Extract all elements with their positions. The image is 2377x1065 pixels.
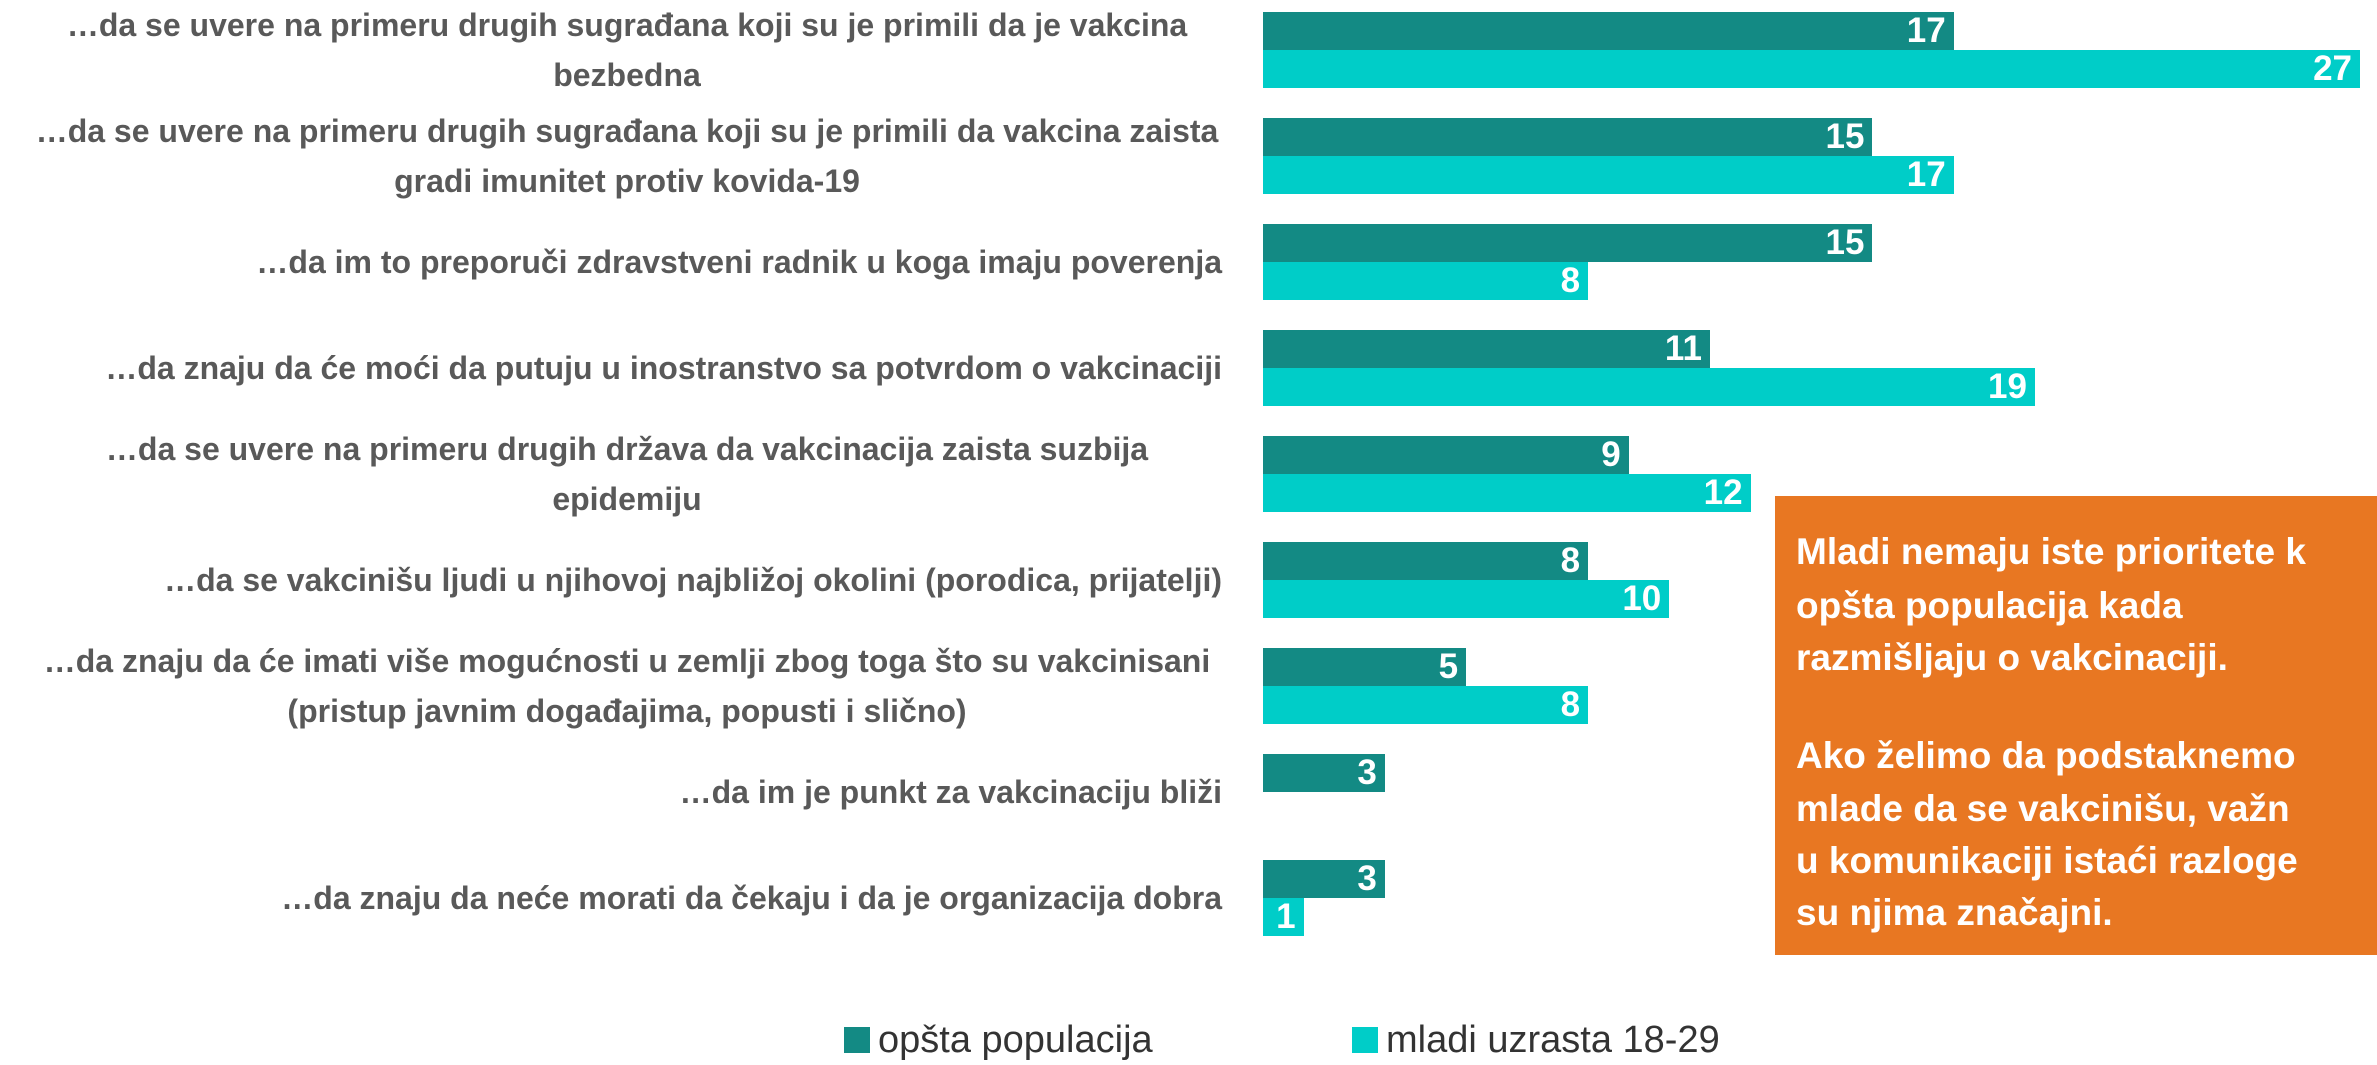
value-label: 3 <box>1357 753 1377 792</box>
legend-label: mladi uzrasta 18-29 <box>1386 1019 1720 1061</box>
annotation-text: Mladi nemaju iste prioritete k <box>1796 531 2306 572</box>
bar <box>1263 436 1629 474</box>
category-label: …da se uvere na primeru drugih sugrađana… <box>35 113 1219 199</box>
category-label: …da im to preporuči zdravstveni radnik u… <box>256 244 1222 280</box>
bar <box>1263 542 1589 580</box>
bar <box>1263 754 1385 792</box>
value-label: 12 <box>1703 473 1743 512</box>
value-label: 15 <box>1825 223 1865 262</box>
legend-swatch <box>844 1027 870 1053</box>
category-label: …da se vakcinišu ljudi u njihovoj najbli… <box>164 562 1222 598</box>
value-label: 11 <box>1664 329 1702 368</box>
category-label: …da se uvere na primeru drugih sugrađana… <box>66 7 1188 93</box>
bar <box>1263 368 2035 406</box>
value-label: 15 <box>1825 117 1865 156</box>
category-label: …da im je punkt za vakcinaciju bliži <box>679 774 1222 810</box>
bar <box>1263 118 1873 156</box>
bar <box>1263 898 1304 936</box>
bar <box>1263 12 1954 50</box>
annotation-text: razmišljaju o vakcinaciji. <box>1796 637 2228 678</box>
value-label: 27 <box>2313 49 2352 88</box>
category-label: …da znaju da neće morati da čekaju i da … <box>281 880 1222 916</box>
category-label: …da znaju da će imati više mogućnosti u … <box>43 643 1211 729</box>
bar <box>1263 648 1467 686</box>
bar <box>1263 262 1589 300</box>
value-label: 10 <box>1622 579 1662 618</box>
annotation-box: Mladi nemaju iste prioritete k opšta popu… <box>1775 496 2377 955</box>
value-label: 8 <box>1560 685 1581 724</box>
annotation-text: Ako želimo da podstaknemo <box>1796 735 2296 776</box>
value-label: 8 <box>1560 541 1581 580</box>
value-label: 17 <box>1906 155 1946 194</box>
annotation-text: opšta populacija kada <box>1796 585 2183 626</box>
bar <box>1263 474 1751 512</box>
annotation-text: u komunikaciji istaći razloge <box>1796 840 2298 881</box>
bar <box>1263 50 2360 88</box>
bar <box>1263 224 1873 262</box>
bar <box>1263 330 1710 368</box>
annotation-text: su njima značajni. <box>1796 892 2113 933</box>
value-label: 9 <box>1601 435 1621 474</box>
value-label: 17 <box>1906 11 1946 50</box>
category-label: …da znaju da će moći da putuju u inostra… <box>105 350 1222 386</box>
value-label: 5 <box>1438 647 1459 686</box>
value-label: 1 <box>1276 897 1296 936</box>
category-label: …da se uvere na primeru drugih država da… <box>105 431 1149 517</box>
bar <box>1263 580 1670 618</box>
bar <box>1263 686 1589 724</box>
value-label: 3 <box>1357 859 1377 898</box>
value-label: 19 <box>1988 367 2027 406</box>
bar <box>1263 860 1385 898</box>
legend-label: opšta populacija <box>878 1019 1153 1061</box>
legend-swatch <box>1352 1027 1378 1053</box>
annotation-text: mlade da se vakcinišu, važn <box>1796 788 2290 829</box>
value-label: 8 <box>1560 261 1581 300</box>
bar <box>1263 156 1954 194</box>
